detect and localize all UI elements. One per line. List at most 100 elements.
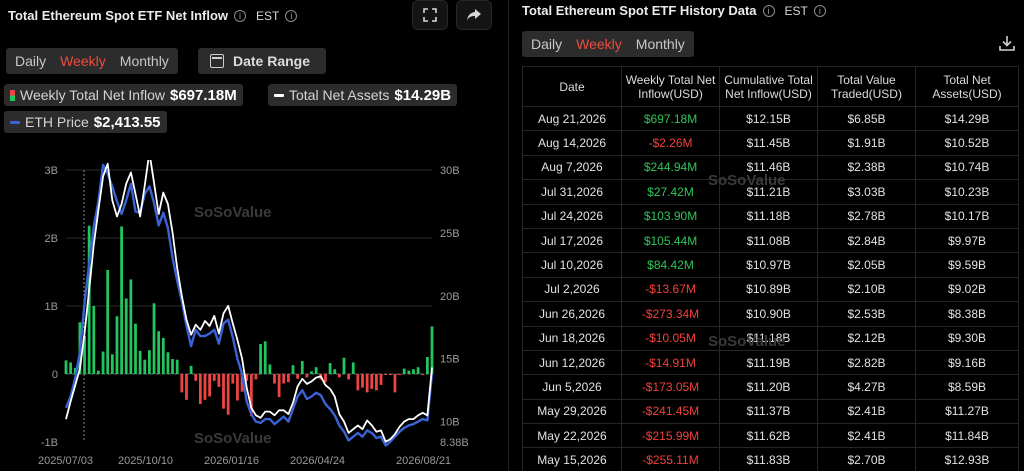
cell-value-traded: $2.41B [817,423,916,449]
inflow-bar [194,374,198,381]
table-row[interactable]: May 22,2026 -$215.99M $11.62B $2.41B $11.84B [522,423,1019,449]
inflow-bar [333,369,337,374]
cell-weekly-inflow: -$2.26M [621,130,720,156]
timezone-info-icon[interactable]: i [285,9,298,22]
period-daily[interactable]: Daily [15,53,47,69]
legend-inflow[interactable]: Weekly Total Net Inflow $697.18M [4,84,243,106]
table-row[interactable]: Aug 7,2026 $244.94M $11.46B $2.38B $10.74B [522,154,1019,181]
cell-net-assets: $9.59B [915,252,1019,278]
share-button[interactable] [456,0,492,30]
date-range-button[interactable]: Date Range [198,48,326,74]
inflow-bar [351,362,355,374]
cell-cumulative-inflow: $11.18B [719,325,818,351]
panel-divider [508,0,509,471]
download-icon[interactable] [998,34,1016,52]
legend-price[interactable]: ETH Price $2,413.55 [4,111,167,133]
cell-date: May 15,2026 [522,447,622,471]
inflow-bar [277,374,281,398]
assets-swatch-icon [274,93,284,97]
inflow-bar [231,374,235,384]
inflow-bar [379,374,383,385]
table-row[interactable]: Jul 24,2026 $103.90M $11.18B $2.78B $10.17B [522,203,1019,229]
cell-net-assets: $14.29B [915,105,1019,132]
inflow-bar [398,374,401,375]
cell-weekly-inflow: $697.18M [621,105,720,132]
period-monthly[interactable]: Monthly [119,53,169,69]
table-row[interactable]: Jun 12,2026 -$14.91M $11.19B $2.82B $9.16B [522,349,1019,376]
cell-net-assets: $9.97B [915,227,1019,254]
inflow-bar [180,374,184,393]
cell-date: Aug 14,2026 [522,130,622,156]
inflow-bar [185,374,188,400]
inflow-bar [217,374,221,387]
column-header-cumulative-inflow[interactable]: Cumulative Total Net Inflow(USD) [719,66,818,107]
column-header-date[interactable]: Date [522,66,622,107]
cell-value-traded: $2.70B [817,447,916,471]
cell-value-traded: $1.91B [817,130,916,156]
inflow-bar [375,374,378,391]
info-icon[interactable]: i [234,9,247,22]
column-header-net-assets[interactable]: Total Net Assets(USD) [915,66,1019,107]
cell-cumulative-inflow: $11.37B [719,398,818,425]
table-row[interactable]: Aug 21,2026 $697.18M $12.15B $6.85B $14.29B [522,105,1019,132]
fullscreen-button[interactable] [412,0,448,30]
inflow-bar [273,374,276,384]
column-header-weekly-inflow[interactable]: Weekly Total Net Inflow(USD) [621,66,720,107]
history-period-weekly[interactable]: Weekly [576,36,622,52]
history-timezone-info-icon[interactable]: i [813,4,826,17]
cell-date: Jun 12,2026 [522,349,622,376]
table-row[interactable]: Jun 18,2026 -$10.05M $11.18B $2.12B $9.30B [522,325,1019,351]
inflow-bar [324,374,327,383]
inflow-bar [83,335,86,374]
table-row[interactable]: May 15,2026 -$255.11M $11.83B $2.70B $12.93B [522,447,1019,471]
legend-assets[interactable]: Total Net Assets $14.29B [268,84,458,106]
cell-net-assets: $10.52B [915,130,1019,156]
inflow-bar [120,226,123,374]
inflow-bar [310,371,313,374]
table-row[interactable]: May 29,2026 -$241.45M $11.37B $2.41B $11.27B [522,398,1019,425]
history-info-icon[interactable]: i [762,4,775,17]
cell-date: Aug 7,2026 [522,154,622,181]
cell-value-traded: $2.41B [817,398,916,425]
inflow-bar [286,374,290,383]
table-row[interactable]: Aug 14,2026 -$2.26M $11.45B $1.91B $10.52B [522,130,1019,156]
table-row[interactable]: Jun 5,2026 -$173.05M $11.20B $4.27B $8.59B [522,374,1019,400]
cell-date: Jul 2,2026 [522,276,622,303]
inflow-bar [69,362,73,374]
table-row[interactable]: Jul 17,2026 $105.44M $11.08B $2.84B $9.97B [522,227,1019,254]
cell-date: Jul 17,2026 [522,227,622,254]
table-row[interactable]: Jun 26,2026 -$273.34M $10.90B $2.53B $8.38B [522,301,1019,327]
table-row[interactable]: Jul 2,2026 -$13.67M $10.89B $2.10B $9.02B [522,276,1019,303]
inflow-bar [64,360,68,374]
inflow-bar [157,331,161,374]
calendar-icon [210,54,224,68]
inflow-bar [337,374,341,378]
column-header-value-traded[interactable]: Total Value Traded(USD) [817,66,916,107]
cell-value-traded: $4.27B [817,374,916,400]
cell-weekly-inflow: $84.42M [621,252,720,278]
period-weekly[interactable]: Weekly [60,53,106,69]
date-range-label: Date Range [233,53,311,69]
legend-assets-value: $14.29B [394,86,452,104]
period-selector: Daily Weekly Monthly [6,48,178,74]
inflow-chart[interactable]: 3B 2B 1B 0 -1B 30B 25B 20B 15B 10B 8.38B 2025/07/03… [0,160,506,471]
cell-date: Jun 5,2026 [522,374,622,400]
cell-cumulative-inflow: $11.83B [719,447,818,471]
cell-weekly-inflow: $105.44M [621,227,720,254]
cell-weekly-inflow: $244.94M [621,154,720,181]
inflow-bar [143,359,147,374]
inflow-bar [249,374,253,417]
history-period-monthly[interactable]: Monthly [635,36,685,52]
history-period-daily[interactable]: Daily [531,36,563,52]
cell-weekly-inflow: -$255.11M [621,447,720,471]
cell-value-traded: $3.03B [817,179,916,205]
table-row[interactable]: Jul 10,2026 $84.42M $10.97B $2.05B $9.59B [522,252,1019,278]
inflow-bar [259,344,262,374]
net-assets-line [65,160,433,443]
inflow-bar [129,279,133,374]
inflow-swatch-icon [10,89,15,101]
table-row[interactable]: Jul 31,2026 $27.42M $11.21B $3.03B $10.23B [522,179,1019,205]
cell-cumulative-inflow: $11.18B [719,203,818,229]
inflow-bar [314,367,318,374]
legend-assets-label: Total Net Assets [289,87,390,103]
